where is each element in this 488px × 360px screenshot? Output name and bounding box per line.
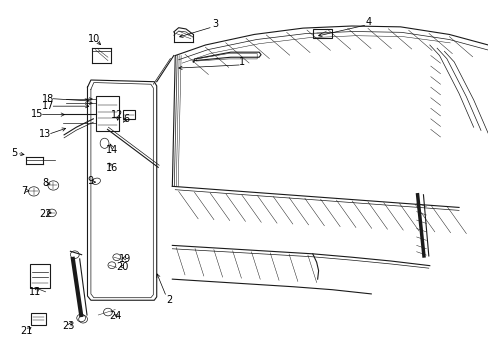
Text: 20: 20 [116,262,128,272]
Bar [96,96,119,131]
Text: 23: 23 [61,321,74,332]
Text: 1: 1 [239,57,244,67]
Text: 18: 18 [42,94,55,104]
Bar [31,313,45,325]
Text: 21: 21 [20,325,32,336]
Text: 17: 17 [42,101,55,111]
Text: 10: 10 [88,34,100,44]
Bar [123,111,135,119]
Bar [312,28,331,38]
Text: 11: 11 [29,287,41,297]
Text: 9: 9 [88,176,94,186]
Text: 19: 19 [119,254,131,264]
Text: 15: 15 [31,109,43,119]
Text: 12: 12 [110,109,122,120]
Text: 16: 16 [105,163,118,173]
Text: 8: 8 [42,178,48,188]
Text: 6: 6 [123,114,129,124]
Text: 7: 7 [21,186,27,197]
Text: 5: 5 [11,148,18,158]
Text: 24: 24 [109,311,121,321]
Text: 13: 13 [40,129,52,139]
Text: 2: 2 [165,295,172,305]
Text: 3: 3 [212,19,218,29]
Text: 14: 14 [105,145,118,156]
Text: 22: 22 [39,209,52,219]
Text: 4: 4 [365,17,371,27]
Bar [30,264,50,288]
